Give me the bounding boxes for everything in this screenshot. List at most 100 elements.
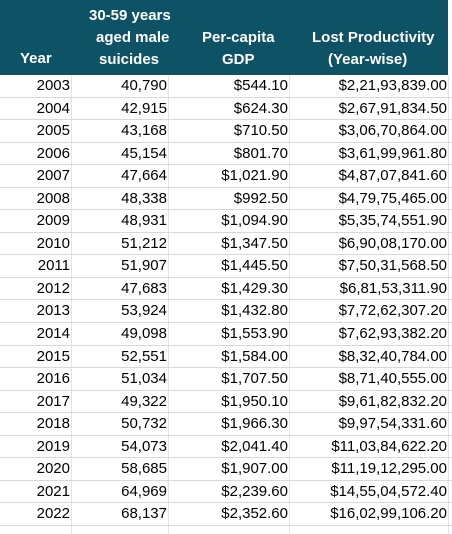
suicides-cell[interactable]: 48,931 [121, 212, 167, 230]
table-row: 2008 48,338 $992.50 $4,79,75,465.00 [0, 188, 452, 211]
table-row: 2020 58,685 $1,907.00 $11,19,12,295.00 [0, 458, 452, 481]
gdp-cell[interactable]: $624.30 [233, 99, 288, 117]
suicides-cell[interactable]: 58,685 [121, 460, 167, 478]
suicides-cell[interactable]: 45,154 [121, 144, 167, 162]
suicides-cell[interactable]: 68,137 [121, 505, 167, 523]
suicides-cell[interactable]: 47,683 [121, 279, 167, 297]
table-row: 2009 48,931 $1,094.90 $5,35,74,551.90 [0, 210, 452, 233]
year-cell[interactable]: 2009 [36, 212, 70, 230]
table-row: 2007 47,664 $1,021.90 $4,87,07,841.60 [0, 165, 452, 188]
suicides-cell[interactable]: 54,073 [121, 437, 167, 455]
gdp-cell[interactable]: $992.50 [233, 189, 288, 207]
lost-productivity-cell[interactable]: $3,06,70,864.00 [338, 122, 447, 140]
suicides-cell[interactable]: 50,732 [121, 415, 167, 433]
table-row: 2019 54,073 $2,041.40 $11,03,84,622.20 [0, 436, 452, 459]
gdp-cell[interactable]: $1,429.30 [221, 279, 288, 297]
gdp-cell[interactable]: $801.70 [233, 144, 288, 162]
gdp-cell[interactable]: $1,347.50 [221, 234, 288, 252]
gdp-cell[interactable]: $1,950.10 [221, 392, 288, 410]
column-divider [289, 75, 290, 534]
year-cell[interactable]: 2017 [36, 392, 70, 410]
header-suicides-line2: aged male [96, 29, 170, 46]
suicides-cell[interactable]: 51,212 [121, 234, 167, 252]
year-cell[interactable]: 2006 [36, 144, 70, 162]
lost-productivity-cell[interactable]: $7,50,31,568.50 [338, 257, 447, 275]
year-cell[interactable]: 2013 [36, 302, 70, 320]
year-cell[interactable]: 2003 [36, 77, 70, 94]
table-row: 2006 45,154 $801.70 $3,61,99,961.80 [0, 143, 452, 166]
suicides-cell[interactable]: 49,098 [121, 325, 167, 343]
year-cell[interactable]: 2021 [36, 482, 70, 500]
header-gdp-line2: GDP [222, 51, 255, 68]
header-lost-line2: (Year-wise) [328, 51, 408, 68]
gdp-cell[interactable]: $1,966.30 [221, 415, 288, 433]
lost-productivity-cell[interactable]: $11,19,12,295.00 [331, 460, 447, 478]
gdp-cell[interactable]: $1,584.00 [221, 347, 288, 365]
year-cell[interactable]: 2016 [36, 370, 70, 388]
gdp-cell[interactable]: $710.50 [233, 122, 288, 140]
table-row: 2021 64,969 $2,239.60 $14,55,04,572.40 [0, 481, 452, 504]
gdp-cell[interactable]: $2,352.60 [221, 505, 288, 523]
gdp-cell[interactable]: $1,445.50 [221, 257, 288, 275]
suicides-cell[interactable]: 52,551 [121, 347, 167, 365]
suicides-cell[interactable]: 40,790 [121, 77, 167, 94]
header-year[interactable]: Year [20, 50, 52, 67]
year-cell[interactable]: 2008 [36, 189, 70, 207]
lost-productivity-cell[interactable]: $14,55,04,572.40 [330, 482, 447, 500]
suicides-cell[interactable]: 48,338 [121, 189, 167, 207]
lost-productivity-cell[interactable]: $6,81,53,311.90 [339, 279, 447, 297]
table-row: 2012 47,683 $1,429.30 $6,81,53,311.90 [0, 278, 452, 301]
suicides-cell[interactable]: 64,969 [121, 482, 167, 500]
lost-productivity-cell[interactable]: $9,97,54,331.60 [338, 415, 447, 433]
gdp-cell[interactable]: $2,041.40 [221, 437, 288, 455]
lost-productivity-cell[interactable]: $7,72,62,307.20 [338, 302, 447, 320]
year-cell[interactable]: 2005 [36, 122, 70, 140]
suicides-cell[interactable]: 51,034 [121, 370, 167, 388]
header-gdp-line1: Per-capita [202, 29, 275, 46]
gdp-cell[interactable]: $1,094.90 [221, 212, 288, 230]
suicides-cell[interactable]: 53,924 [121, 302, 167, 320]
lost-productivity-cell[interactable]: $4,79,75,465.00 [338, 189, 447, 207]
table-row: 2005 43,168 $710.50 $3,06,70,864.00 [0, 120, 452, 143]
lost-productivity-cell[interactable]: $6,90,08,170.00 [338, 234, 447, 252]
gdp-cell[interactable]: $1,021.90 [221, 167, 288, 185]
year-cell[interactable]: 2015 [36, 347, 70, 365]
year-cell[interactable]: 2010 [36, 234, 70, 252]
year-cell[interactable]: 2011 [37, 257, 70, 275]
column-divider [448, 75, 449, 534]
lost-productivity-cell[interactable]: $11,03,84,622.20 [331, 437, 447, 455]
year-cell[interactable]: 2014 [36, 325, 70, 343]
lost-productivity-cell[interactable]: $5,35,74,551.90 [338, 212, 447, 230]
suicides-cell[interactable]: 51,907 [121, 257, 167, 275]
lost-productivity-cell[interactable]: $9,61,82,832.20 [338, 392, 447, 410]
header-suicides-line3: suicides [99, 51, 160, 68]
suicides-cell[interactable]: 49,322 [121, 392, 167, 410]
gdp-cell[interactable]: $1,432.80 [221, 302, 288, 320]
year-cell[interactable]: 2019 [36, 437, 70, 455]
gdp-cell[interactable]: $2,239.60 [221, 482, 288, 500]
lost-productivity-cell[interactable]: $16,02,99,106.20 [330, 505, 447, 523]
year-cell[interactable]: 2018 [36, 415, 70, 433]
suicides-cell[interactable]: 43,168 [121, 122, 167, 140]
year-cell[interactable]: 2007 [36, 167, 70, 185]
lost-productivity-cell[interactable]: $4,87,07,841.60 [338, 167, 447, 185]
lost-productivity-cell[interactable]: $8,32,40,784.00 [338, 347, 447, 365]
gdp-cell[interactable]: $1,707.50 [221, 370, 288, 388]
lost-productivity-cell[interactable]: $8,71,40,555.00 [338, 370, 447, 388]
lost-productivity-cell[interactable]: $2,67,91,834.50 [338, 99, 447, 117]
gdp-cell[interactable]: $1,553.90 [221, 325, 288, 343]
gdp-cell[interactable]: $544.10 [233, 77, 288, 94]
year-cell[interactable]: 2004 [36, 99, 70, 117]
suicides-cell[interactable]: 42,915 [121, 99, 167, 117]
lost-productivity-cell[interactable]: $3,61,99,961.80 [338, 144, 447, 162]
lost-productivity-cell[interactable]: $2,21,93,839.00 [338, 77, 447, 94]
lost-productivity-cell[interactable]: $7,62,93,382.20 [338, 325, 447, 343]
year-cell[interactable]: 2022 [36, 505, 70, 523]
gdp-cell[interactable]: $1,907.00 [221, 460, 288, 478]
table-row: 2014 49,098 $1,553.90 $7,62,93,382.20 [0, 323, 452, 346]
year-cell[interactable]: 2012 [36, 279, 70, 297]
suicides-cell[interactable]: 47,664 [121, 167, 167, 185]
year-cell[interactable]: 2020 [36, 460, 70, 478]
table-row: 2003 40,790 $544.10 $2,21,93,839.00 [0, 75, 452, 98]
